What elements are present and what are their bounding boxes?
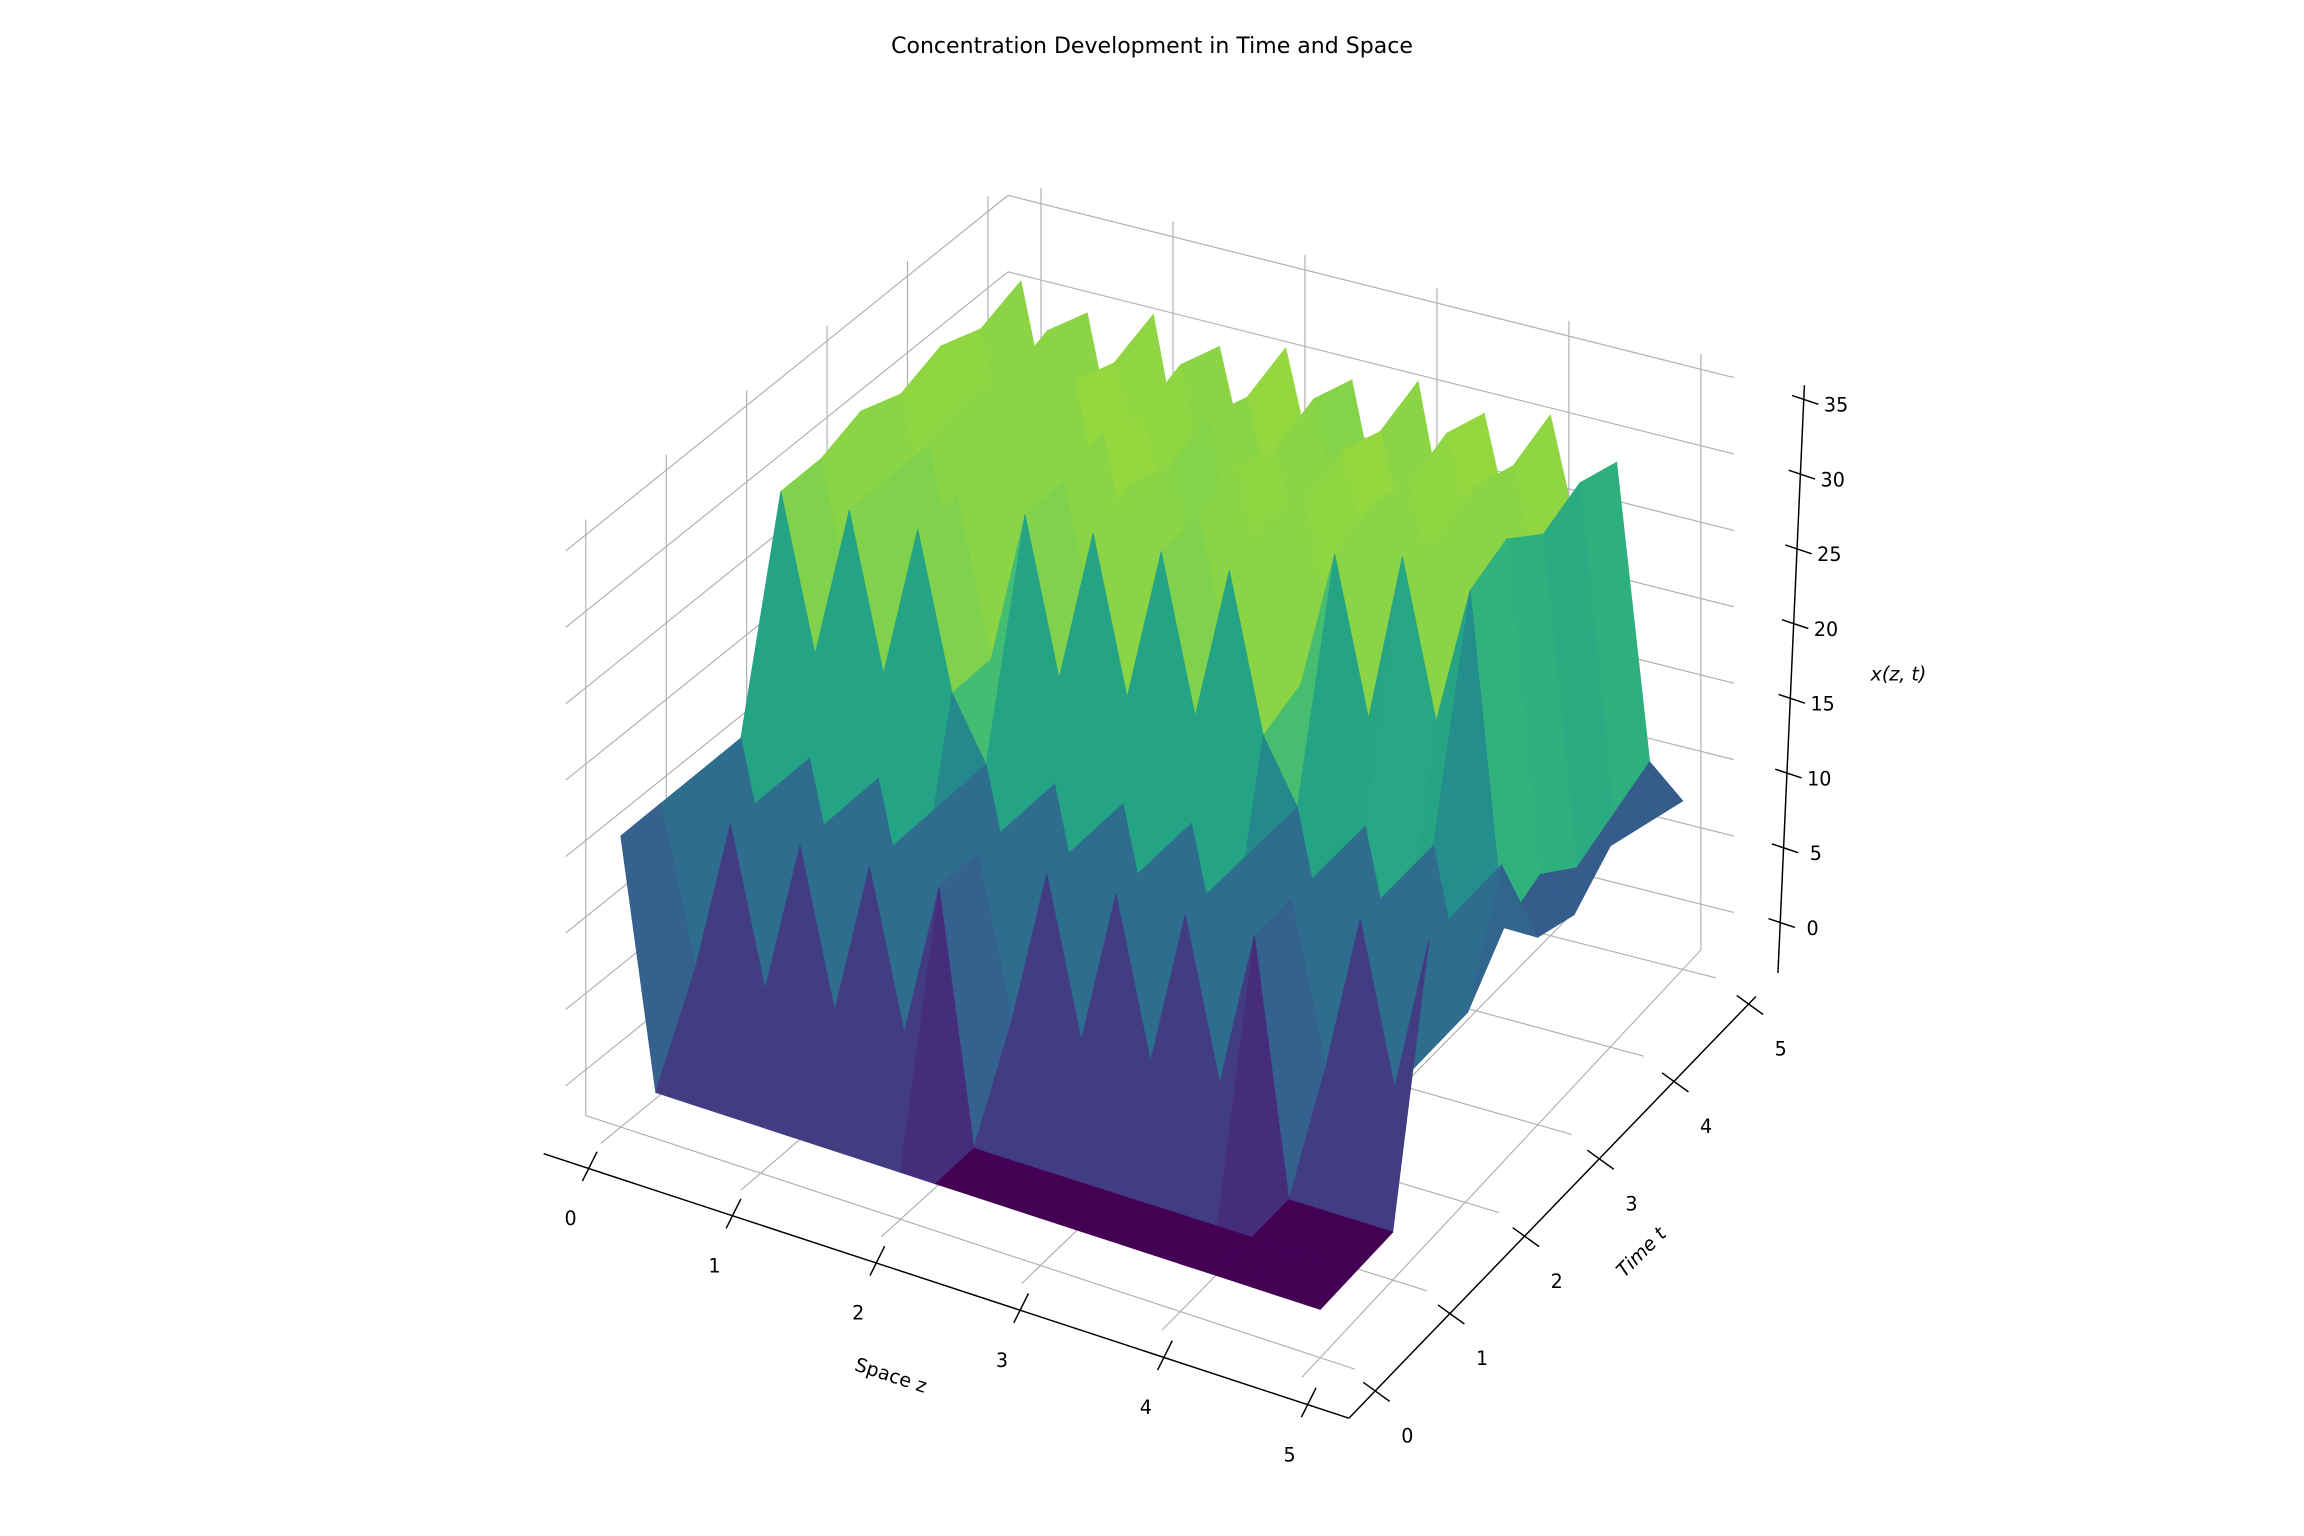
x-tick-label: 30	[1821, 468, 1845, 491]
gridline	[1007, 194, 1735, 379]
t-tick	[1586, 1149, 1615, 1170]
z-tick	[1013, 1293, 1030, 1324]
z-tick	[1156, 1340, 1173, 1371]
x-tick-label: 20	[1814, 618, 1838, 641]
gridline	[1301, 949, 1702, 1378]
t-axis-label: Time t	[1611, 1221, 1671, 1281]
gridline	[565, 194, 1009, 552]
x-tick-label: 15	[1810, 693, 1834, 716]
axes: 0 1 2 3 4 5 0 1 2 3 4 5 0 5 10 15 20 25 30 35	[543, 385, 1848, 1466]
x-tick-label: 5	[1810, 842, 1822, 865]
t-tick-label: 1	[1476, 1347, 1488, 1370]
t-tick	[1661, 1072, 1689, 1093]
x-tick	[1791, 394, 1819, 405]
t-tick-label: 4	[1700, 1115, 1712, 1138]
z-axis-line	[543, 1153, 1350, 1419]
chart-title: Concentration Development in Time and Sp…	[891, 34, 1413, 59]
gridline	[585, 1114, 1356, 1370]
x-tick	[1774, 768, 1802, 779]
x-axis-label: x(z, t)	[1870, 663, 1927, 686]
x-tick	[1781, 618, 1809, 630]
x-tick	[1768, 917, 1796, 929]
t-tick-label: 2	[1551, 1270, 1563, 1293]
z-tick-label: 5	[1284, 1443, 1296, 1466]
z-tick-label: 4	[1140, 1396, 1152, 1419]
gridline	[1007, 271, 1735, 455]
x-tick	[1785, 544, 1812, 555]
t-tick-label: 3	[1625, 1192, 1637, 1215]
x-tick	[1788, 469, 1816, 480]
z-tick	[869, 1245, 886, 1276]
t-axis-line	[1348, 995, 1757, 1419]
surface	[620, 280, 1684, 1310]
z-tick	[1300, 1387, 1317, 1418]
x-tick-label: 0	[1806, 917, 1818, 940]
z-tick-label: 0	[565, 1207, 577, 1230]
x-tick	[1778, 693, 1806, 704]
z-tick-label: 1	[708, 1254, 720, 1277]
z-tick-label: 3	[996, 1349, 1008, 1372]
z-tick-label: 2	[852, 1302, 864, 1325]
x-tick-label: 25	[1817, 543, 1841, 566]
surface-facet	[1284, 1259, 1358, 1310]
t-tick	[1362, 1381, 1391, 1403]
t-tick	[1512, 1226, 1540, 1248]
z-tick	[581, 1151, 598, 1182]
x-tick	[1771, 843, 1799, 854]
t-tick-label: 5	[1775, 1038, 1787, 1061]
z-tick	[725, 1198, 742, 1229]
t-tick-label: 0	[1401, 1425, 1413, 1448]
x-tick-label: 35	[1824, 394, 1848, 417]
z-axis-label: Space z	[852, 1353, 930, 1398]
x-axis-line	[1777, 385, 1806, 974]
t-tick	[1437, 1304, 1465, 1325]
t-tick	[1736, 994, 1764, 1016]
gridline	[565, 271, 1009, 628]
x-tick-label: 10	[1807, 767, 1831, 790]
